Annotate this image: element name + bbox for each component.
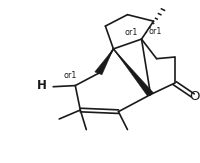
Polygon shape bbox=[113, 49, 153, 96]
Text: or1: or1 bbox=[63, 71, 77, 80]
Text: or1: or1 bbox=[148, 27, 161, 36]
Text: or1: or1 bbox=[124, 28, 137, 37]
Polygon shape bbox=[94, 49, 113, 75]
Text: H: H bbox=[37, 79, 47, 92]
Text: O: O bbox=[188, 90, 199, 103]
